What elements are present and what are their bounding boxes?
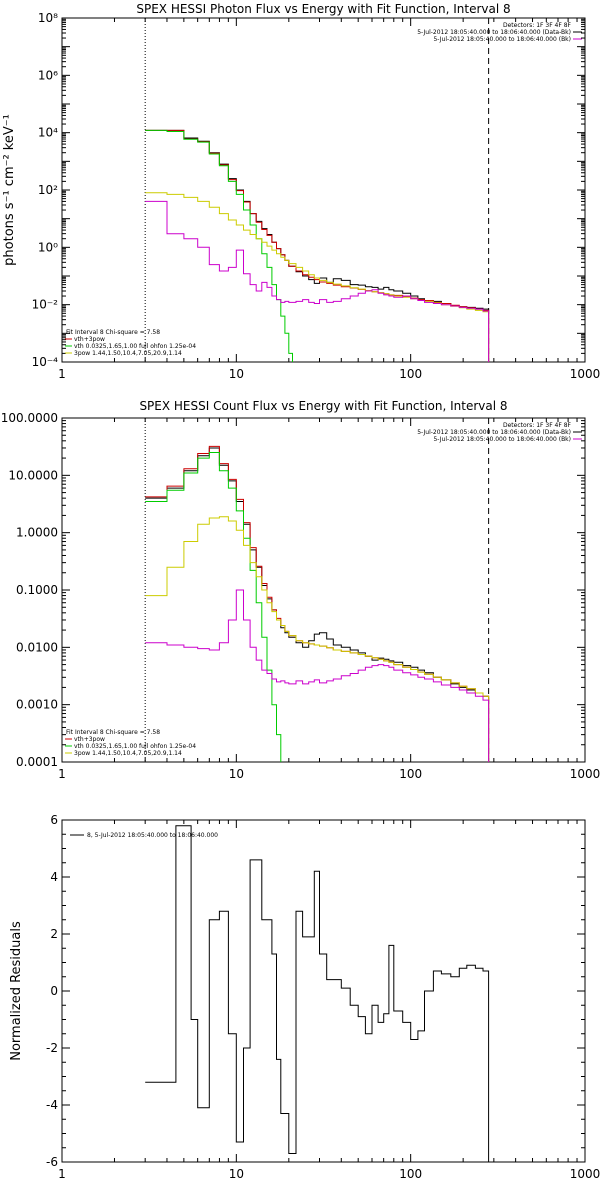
fit-text: 3pow 1.44,1.50,10.4,7.05,20.9,1.14	[74, 350, 182, 357]
legend-text: 8, 5-Jul-2012 18:05:40.000 to 18:06:40.0…	[87, 832, 218, 839]
x-tick-label: 10	[229, 1167, 244, 1181]
x-tick-label: 1	[58, 367, 66, 381]
info-text: Detectors: 1F 3F 4F 8F	[503, 22, 572, 29]
y-tick-label: 10⁸	[38, 11, 58, 25]
y-tick-label: 10⁻²	[32, 298, 59, 312]
y-tick-label: 1.0000	[16, 526, 58, 540]
x-tick-label: 100	[399, 367, 422, 381]
fit-text: vth+3pow	[74, 736, 105, 743]
info-text: 5-Jul-2012 18:05:40.000 to 18:06:40.000 …	[433, 436, 571, 443]
series-line-1	[145, 447, 490, 762]
y-tick-label: 10.0000	[8, 468, 58, 482]
series-line-1	[145, 825, 490, 1162]
y-tick-label: 0	[50, 984, 58, 998]
y-tick-label: 100.0000	[1, 411, 58, 425]
y-tick-label: 10⁶	[38, 68, 58, 82]
x-tick-label: 100	[399, 1167, 422, 1181]
series-line-3	[145, 452, 282, 762]
x-tick-label: 1000	[570, 367, 600, 381]
fit-text: vth 0.0325,1.65,1.00 full ohfon 1.25e-04	[74, 343, 196, 350]
y-tick-label: 0.0001	[16, 755, 58, 769]
series-line-3	[145, 129, 293, 362]
series-line-4	[145, 516, 490, 762]
chart-title: SPEX HESSI Photon Flux vs Energy with Fi…	[136, 2, 510, 16]
series-line-5	[145, 200, 490, 362]
info-text: 5-Jul-2012 18:05:40.000 to 18:06:40.000 …	[417, 29, 571, 36]
y-tick-label: -4	[46, 1098, 58, 1112]
y-tick-label: 4	[50, 870, 58, 884]
y-tick-label: 10⁰	[38, 240, 58, 254]
fit-text: vth 0.0325,1.65,1.00 full ohfon 1.25e-04	[74, 743, 196, 750]
y-axis-label: Normalized Residuals	[9, 921, 24, 1061]
y-tick-label: 10⁴	[38, 126, 58, 140]
y-tick-label: 0.0010	[16, 698, 58, 712]
y-tick-label: 10⁻⁴	[32, 355, 59, 369]
y-tick-label: 0.1000	[16, 583, 58, 597]
y-tick-label: -2	[46, 1041, 58, 1055]
info-text: 5-Jul-2012 18:05:40.000 to 18:06:40.000 …	[433, 36, 571, 43]
y-tick-label: 0.0100	[16, 640, 58, 654]
x-tick-label: 1	[58, 767, 66, 781]
y-tick-label: -6	[46, 1155, 58, 1169]
series-line-2	[145, 445, 490, 762]
info-text: 5-Jul-2012 18:05:40.000 to 18:06:40.000 …	[417, 429, 571, 436]
series-line-1	[145, 129, 490, 362]
y-tick-label: 10²	[38, 183, 58, 197]
info-text: Detectors: 1F 3F 4F 8F	[503, 422, 572, 429]
y-axis-label: photons s⁻¹ cm⁻² keV⁻¹	[2, 114, 17, 266]
x-tick-label: 100	[399, 767, 422, 781]
plot-frame	[61, 17, 586, 363]
series-line-5	[145, 589, 490, 762]
y-tick-label: 6	[50, 813, 58, 827]
chart-title: SPEX HESSI Count Flux vs Energy with Fit…	[139, 399, 507, 413]
x-tick-label: 10	[229, 367, 244, 381]
fit-text: Fit Interval 8 Chi-square = 7.58	[66, 329, 160, 336]
chart-panel-2: SPEX HESSI Count Flux vs Energy with Fit…	[1, 399, 600, 781]
chart-panel-1: SPEX HESSI Photon Flux vs Energy with Fi…	[2, 2, 600, 381]
y-tick-label: 2	[50, 927, 58, 941]
fit-text: 3pow 1.44,1.50,10.4,7.05,20.9,1.14	[74, 750, 182, 757]
x-tick-label: 10	[229, 767, 244, 781]
x-tick-label: 1000	[570, 767, 600, 781]
plot-frame	[61, 417, 586, 763]
plot-frame	[61, 819, 586, 1163]
chart-panel-3: 1 10 100 1000 -6 -4 -2 0 2 4 6 Normalized Residuals…	[9, 813, 600, 1181]
fit-text: vth+3pow	[74, 336, 105, 343]
x-tick-label: 1	[58, 1167, 66, 1181]
fit-text: Fit Interval 8 Chi-square = 7.58	[66, 729, 160, 736]
series-line-2	[145, 129, 490, 362]
x-tick-label: 1000	[570, 1167, 600, 1181]
series-line-4	[145, 192, 490, 362]
